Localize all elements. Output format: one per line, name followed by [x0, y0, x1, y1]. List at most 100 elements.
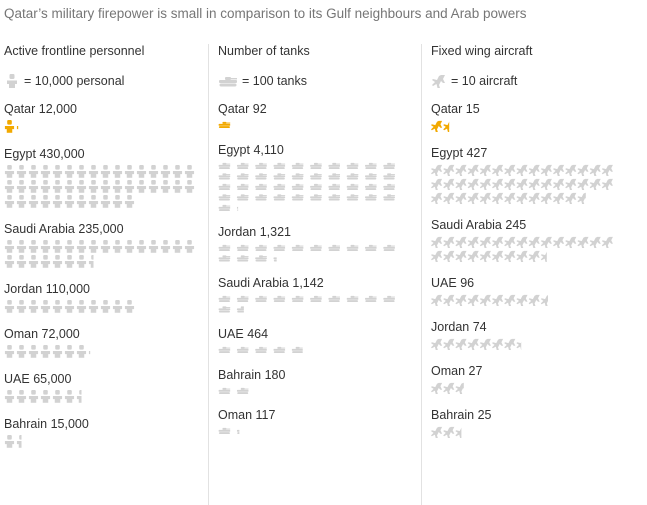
soldier-icon — [28, 240, 39, 253]
soldier-icon — [124, 240, 135, 253]
icon-grid — [4, 345, 91, 358]
jet-icon — [577, 164, 589, 176]
entry-saudi-arabia: Saudi Arabia 1,142 — [218, 276, 401, 315]
tank-icon — [236, 387, 249, 394]
jet-icon — [467, 250, 479, 262]
country-value: 96 — [460, 276, 475, 290]
tank-icon — [255, 162, 267, 169]
entry-label: Egypt 430,000 — [4, 147, 196, 162]
column-header: Active frontline personnel — [4, 44, 145, 58]
entry-bahrain: Bahrain 25 — [431, 408, 614, 440]
tank-icon — [328, 295, 341, 303]
jet-icon — [589, 178, 601, 190]
soldier-icon — [52, 345, 63, 358]
icon-grid — [431, 382, 464, 394]
jet-icon — [528, 236, 540, 248]
tank-icon — [291, 183, 304, 190]
country-name: Bahrain — [431, 408, 475, 422]
legend-text: = 10,000 personal — [24, 74, 125, 88]
tank-icon — [291, 193, 304, 201]
country-name: Qatar — [218, 102, 250, 116]
jet-icon — [479, 178, 491, 190]
entry-label: Qatar 12,000 — [4, 102, 196, 117]
tank-icon — [383, 295, 395, 303]
soldier-icon — [124, 165, 135, 178]
icon-grid — [218, 121, 231, 129]
soldier-icon — [172, 180, 183, 193]
icon-grid — [4, 165, 195, 208]
tank-icon — [236, 183, 249, 190]
jet-icon — [479, 164, 491, 176]
tank-icon — [218, 162, 231, 169]
soldier-icon — [64, 345, 75, 358]
soldier-icon — [88, 195, 99, 208]
soldier-icon — [4, 390, 15, 403]
country-value: 110,000 — [45, 282, 90, 296]
tank-icon — [218, 172, 231, 180]
soldier-icon — [124, 300, 135, 313]
soldier-icon — [112, 240, 123, 253]
tank-icon — [365, 295, 377, 303]
soldier-icon — [28, 165, 39, 178]
jet-icon — [528, 294, 540, 306]
soldier-icon — [100, 300, 111, 313]
jet-icon — [479, 294, 491, 306]
tank-icon — [365, 244, 377, 252]
soldier-icon — [88, 300, 99, 313]
tank-icon — [236, 193, 249, 201]
soldier-icon — [112, 180, 123, 193]
jet-icon — [540, 178, 552, 190]
tank-icon — [273, 193, 286, 201]
legend: = 10,000 personal — [4, 74, 124, 88]
entry-label: UAE 65,000 — [4, 372, 196, 387]
jet-icon — [443, 192, 455, 204]
jet-icon — [565, 192, 577, 204]
country-value: 92 — [252, 102, 267, 116]
soldier-icon — [40, 240, 51, 253]
jet-icon — [455, 426, 462, 438]
soldier-icon — [160, 180, 171, 193]
soldier-icon — [64, 165, 75, 178]
jet-icon — [577, 236, 589, 248]
entry-jordan: Jordan 1,321 — [218, 225, 401, 264]
country-value: 235,000 — [78, 222, 124, 236]
entry-uae: UAE 464 — [218, 327, 401, 356]
icon-grid — [4, 300, 135, 313]
soldier-icon — [172, 165, 183, 178]
jet-icon — [601, 236, 613, 248]
soldier-icon — [16, 300, 27, 313]
tank-icon — [328, 172, 341, 180]
tank-icon — [346, 172, 359, 180]
jet-icon — [443, 250, 455, 262]
tank-icon — [236, 255, 249, 262]
soldier-icon — [136, 165, 147, 178]
tank-icon — [291, 172, 304, 180]
jet-icon — [479, 192, 491, 204]
jet-icon — [467, 192, 479, 204]
soldier-icon — [76, 300, 87, 313]
jet-icon — [540, 250, 547, 262]
tank-icon — [236, 162, 249, 169]
tank-icon — [273, 255, 277, 262]
tank-icon — [291, 244, 304, 252]
soldier-icon — [4, 74, 20, 88]
tank-icon — [310, 162, 322, 169]
tank-icon — [236, 427, 240, 435]
tank-icon — [255, 255, 267, 262]
icon-grid — [4, 390, 82, 403]
entry-label: Egypt 427 — [431, 146, 614, 161]
soldier-icon — [40, 195, 51, 208]
jet-icon — [431, 250, 443, 262]
jet-icon — [565, 164, 577, 176]
jet-icon — [467, 338, 479, 350]
tank-icon — [291, 295, 304, 303]
tank-icon — [273, 172, 286, 180]
column-personnel: Active frontline personnel = 10,000 pers… — [4, 44, 195, 448]
country-value: 74 — [472, 320, 487, 334]
soldier-icon — [4, 240, 15, 253]
tank-icon — [328, 162, 341, 169]
soldier-icon — [40, 255, 51, 268]
icon-grid — [4, 240, 195, 268]
jet-icon — [443, 164, 455, 176]
soldier-icon — [76, 390, 82, 403]
